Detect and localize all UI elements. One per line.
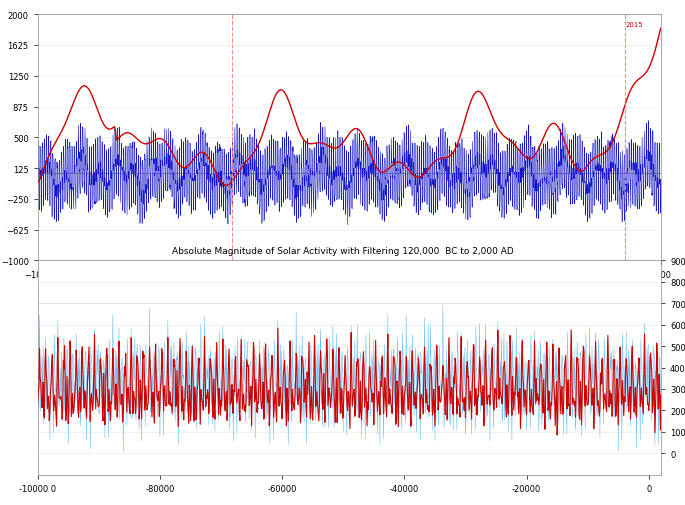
X-axis label: Calender Date (Year): Calender Date (Year) <box>302 282 397 291</box>
Text: 2015: 2015 <box>626 22 644 28</box>
Legend: Series1, Series2: Series1, Series2 <box>281 502 418 505</box>
Text: Absolute Magnitude of Solar Activity with Filtering 120,000  BC to 2,000 AD: Absolute Magnitude of Solar Activity wit… <box>172 246 513 255</box>
